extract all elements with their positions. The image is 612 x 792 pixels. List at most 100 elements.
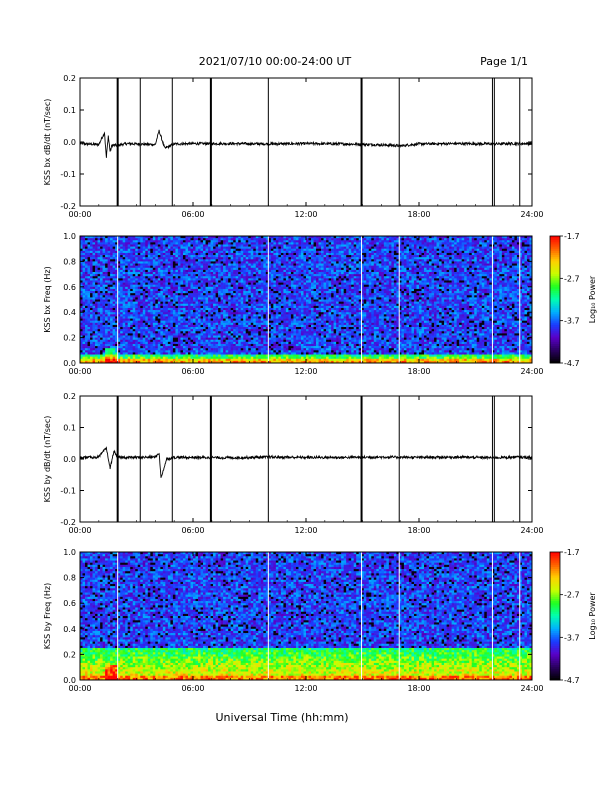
spectrogram-cell (216, 304, 219, 306)
spectrogram-cell (108, 304, 111, 306)
spectrogram-cell (180, 331, 183, 333)
spectrogram-cell (148, 316, 151, 318)
spectrogram-cell (168, 297, 171, 299)
spectrogram-cell (238, 325, 241, 327)
spectrogram-cell (261, 338, 264, 340)
spectrogram-cell (281, 289, 284, 291)
spectrogram-cell (178, 274, 181, 276)
spectrogram-cell (243, 266, 246, 268)
spectrogram-cell (178, 264, 181, 266)
spectrogram-cell (170, 268, 173, 270)
spectrogram-cell (261, 280, 264, 282)
spectrogram-cell (103, 352, 106, 354)
spectrogram-cell (153, 338, 156, 340)
spectrogram-cell (263, 247, 266, 249)
spectrogram-cell (175, 251, 178, 253)
spectrogram-cell (165, 266, 168, 268)
spectrogram-cell (241, 352, 244, 354)
spectrogram-cell (281, 342, 284, 344)
spectrogram-cell (135, 308, 138, 310)
spectrogram-cell (143, 293, 146, 295)
spectrogram-cell (125, 335, 128, 337)
spectrogram-cell (213, 321, 216, 323)
spectrogram-cell (85, 291, 88, 293)
spectrogram-cell (95, 333, 98, 335)
spectrogram-cell (155, 329, 158, 331)
spectrogram-cell (213, 342, 216, 344)
spectrogram-cell (188, 342, 191, 344)
spectrogram-cell (128, 352, 131, 354)
spectrogram-cell (201, 240, 204, 242)
spectrogram-cell (185, 359, 188, 361)
spectrogram-cell (170, 253, 173, 255)
spectrogram-cell (105, 359, 108, 361)
spectrogram-cell (258, 244, 261, 246)
spectrogram-cell (246, 283, 249, 285)
spectrogram-cell (170, 287, 173, 289)
spectrogram-cell (143, 327, 146, 329)
spectrogram-cell (165, 274, 168, 276)
spectrogram-cell (85, 323, 88, 325)
y-axis-label: KSS bx dB/dt (nT/sec) (43, 99, 52, 186)
spectrogram-cell (271, 342, 274, 344)
spectrogram-cell (85, 259, 88, 261)
spectrogram-cell (175, 308, 178, 310)
spectrogram-cell (231, 255, 234, 257)
spectrogram-cell (261, 276, 264, 278)
spectrogram-cell (283, 344, 286, 346)
spectrogram-cell (125, 304, 128, 306)
spectrogram-cell (190, 297, 193, 299)
spectrogram-cell (160, 251, 163, 253)
spectrogram-cell (130, 253, 133, 255)
spectrogram-cell (168, 340, 171, 342)
spectrogram-cell (188, 302, 191, 304)
spectrogram-cell (125, 338, 128, 340)
spectrogram-cell (283, 350, 286, 352)
spectrogram-cell (256, 276, 259, 278)
spectrogram-cell (246, 251, 249, 253)
spectrogram-cell (236, 302, 239, 304)
spectrogram-cell (173, 270, 176, 272)
spectrogram-cell (90, 327, 93, 329)
spectrogram-cell (145, 344, 148, 346)
spectrogram-cell (180, 327, 183, 329)
spectrogram-cell (263, 285, 266, 287)
spectrogram-cell (256, 242, 259, 244)
spectrogram-cell (203, 348, 206, 350)
spectrogram-cell (258, 312, 261, 314)
spectrogram-cell (85, 346, 88, 348)
spectrogram-cell (93, 327, 96, 329)
spectrogram-cell (231, 268, 234, 270)
spectrogram-cell (238, 300, 241, 302)
spectrogram-cell (103, 264, 106, 266)
spectrogram-cell (153, 350, 156, 352)
spectrogram-cell (148, 321, 151, 323)
spectrogram-cell (251, 359, 254, 361)
spectrogram-cell (153, 352, 156, 354)
spectrogram-cell (188, 247, 191, 249)
spectrogram-cell (238, 264, 241, 266)
spectrogram-cell (178, 359, 181, 361)
spectrogram-cell (228, 333, 231, 335)
spectrogram-cell (90, 359, 93, 361)
spectrogram-cell (211, 285, 214, 287)
spectrogram-cell (145, 314, 148, 316)
spectrogram-cell (273, 314, 276, 316)
spectrogram-cell (105, 255, 108, 257)
spectrogram-cell (208, 331, 211, 333)
spectrogram-cell (90, 289, 93, 291)
spectrogram-cell (178, 333, 181, 335)
spectrogram-cell (108, 264, 111, 266)
spectrogram-cell (226, 302, 229, 304)
spectrogram-cell (188, 357, 191, 359)
spectrogram-cell (90, 293, 93, 295)
spectrogram-cell (155, 253, 158, 255)
spectrogram-cell (160, 270, 163, 272)
spectrogram-cell (206, 261, 209, 263)
spectrogram-cell (228, 295, 231, 297)
spectrogram-cell (165, 325, 168, 327)
spectrogram-cell (231, 325, 234, 327)
spectrogram-cell (150, 255, 153, 257)
spectrogram-cell (226, 319, 229, 321)
spectrogram-cell (160, 327, 163, 329)
